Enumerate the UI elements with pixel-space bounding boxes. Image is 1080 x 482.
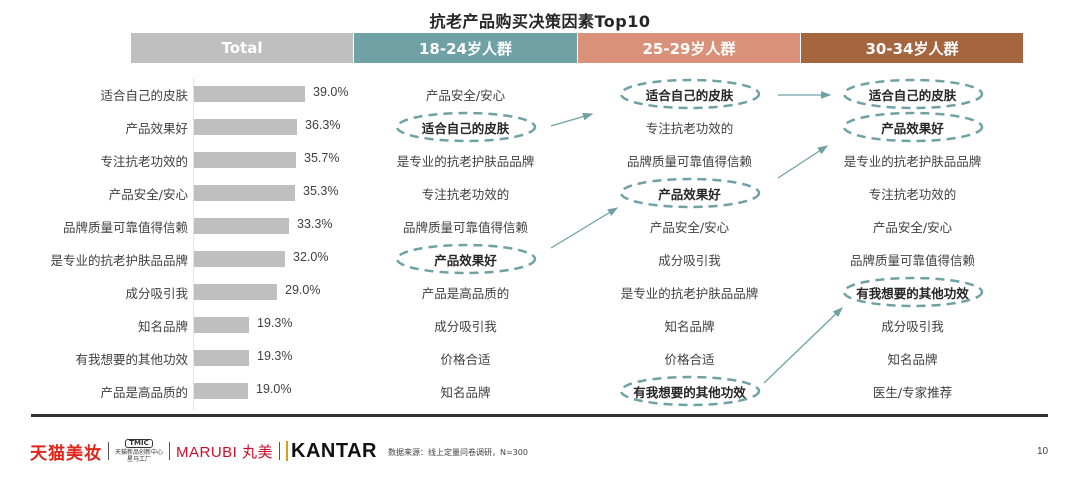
bar-row: 专注抗老功效的 35.7% [0, 144, 380, 177]
bar [194, 119, 297, 135]
bar [194, 218, 289, 234]
bar-row: 产品效果好 36.3% [0, 111, 380, 144]
header-30-34: 30-34岁人群 [801, 33, 1024, 63]
rank-item: 品牌质量可靠值得信赖 [849, 253, 975, 268]
header-18-24: 18-24岁人群 [354, 33, 578, 63]
rank-item: 专注抗老功效的 [868, 187, 957, 202]
bar-axis-line [193, 78, 194, 410]
rank-item: 医生/专家推荐 [872, 385, 953, 400]
highlighted-rank-item: 适合自己的皮肤 [868, 88, 957, 103]
logo-separator [108, 442, 109, 460]
bar-category-label: 适合自己的皮肤 [100, 88, 188, 103]
rank-item: 是专业的抗老护肤品品牌 [843, 154, 982, 169]
highlighted-rank-item: 产品效果好 [434, 253, 497, 268]
bar [194, 350, 249, 366]
bar-row: 产品是高品质的 19.0% [0, 375, 380, 408]
rank-item: 成分吸引我 [881, 319, 944, 334]
rank-item: 成分吸引我 [434, 319, 497, 334]
highlighted-rank-item: 产品效果好 [658, 187, 721, 202]
logo-marubi: MARUBI 丸美 [176, 443, 274, 461]
highlighted-rank-item: 适合自己的皮肤 [421, 121, 510, 136]
bar-row: 知名品牌 19.3% [0, 309, 380, 342]
bar-value-label: 36.3% [305, 118, 341, 132]
column-header-band: Total 18-24岁人群 25-29岁人群 30-34岁人群 [131, 33, 1024, 63]
bar [194, 251, 285, 267]
bar-value-label: 35.3% [303, 184, 339, 198]
bar-value-label: 35.7% [304, 151, 340, 165]
bar-value-label: 29.0% [285, 283, 321, 297]
rank-item: 价格合适 [440, 352, 491, 367]
bar-value-label: 19.3% [257, 349, 293, 363]
rank-item: 产品安全/安心 [649, 220, 730, 235]
rank-item: 产品是高品质的 [421, 286, 510, 301]
bar-value-label: 32.0% [293, 250, 329, 264]
logo-separator [169, 442, 171, 460]
rank-item: 知名品牌 [664, 319, 715, 334]
bar [194, 383, 248, 399]
header-25-29: 25-29岁人群 [578, 33, 801, 63]
bar-category-label: 知名品牌 [137, 319, 188, 334]
bar [194, 185, 295, 201]
bar-category-label: 产品是高品质的 [100, 385, 188, 400]
rank-item: 是专业的抗老护肤品品牌 [620, 286, 759, 301]
bar-row: 适合自己的皮肤 39.0% [0, 78, 380, 111]
bar-row: 成分吸引我 29.0% [0, 276, 380, 309]
logo-kantar: KANTAR [291, 439, 377, 462]
data-source-note: 数据来源：线上定量问卷调研，N=300 [388, 448, 528, 457]
highlighted-rank-item: 适合自己的皮肤 [645, 88, 734, 103]
bar-row: 是专业的抗老护肤品品牌 32.0% [0, 243, 380, 276]
bar-category-label: 产品效果好 [125, 121, 188, 136]
chart-title: 抗老产品购买决策因素Top10 [429, 12, 651, 31]
rank-item: 专注抗老功效的 [645, 121, 734, 136]
bar-value-label: 39.0% [313, 85, 349, 99]
bar [194, 152, 296, 168]
bar-category-label: 品牌质量可靠值得信赖 [62, 220, 188, 235]
tmic-line1: 天猫新品创新中心 [115, 449, 164, 456]
rank-item: 专注抗老功效的 [421, 187, 510, 202]
bar-category-label: 专注抗老功效的 [100, 154, 188, 169]
footer-logos: 天猫美妆 TMIC 天猫新品创新中心 星马工厂 MARUBI 丸美 KANTAR [30, 436, 377, 466]
bar-category-label: 有我想要的其他功效 [75, 352, 188, 367]
logo-tmic: TMIC 天猫新品创新中心 星马工厂 [115, 439, 163, 463]
bar [194, 86, 305, 102]
bar-category-label: 产品安全/安心 [108, 187, 188, 202]
bar-row: 有我想要的其他功效 19.3% [0, 342, 380, 375]
bar-row: 品牌质量可靠值得信赖 33.3% [0, 210, 380, 243]
header-total: Total [131, 33, 354, 63]
highlighted-rank-item: 有我想要的其他功效 [633, 385, 746, 400]
bar-row: 产品安全/安心 35.3% [0, 177, 380, 210]
bar-value-label: 19.3% [257, 316, 293, 330]
rank-item: 知名品牌 [440, 385, 491, 400]
tmic-line2: 星马工厂 [127, 456, 152, 463]
bar-category-label: 是专业的抗老护肤品品牌 [50, 253, 188, 268]
bar [194, 284, 277, 300]
highlighted-rank-item: 有我想要的其他功效 [856, 286, 969, 301]
highlighted-rank-item: 产品效果好 [881, 121, 944, 136]
page-number: 10 [1037, 446, 1049, 457]
rank-item: 是专业的抗老护肤品品牌 [396, 154, 535, 169]
bar [194, 317, 249, 333]
bar-category-label: 成分吸引我 [125, 286, 188, 301]
bar-value-label: 33.3% [297, 217, 333, 231]
logo-tmall-beauty: 天猫美妆 [30, 443, 102, 464]
logo-separator [279, 442, 281, 460]
rank-item: 产品安全/安心 [872, 220, 953, 235]
rank-item: 品牌质量可靠值得信赖 [402, 220, 528, 235]
tmic-cat-icon: TMIC [125, 439, 153, 448]
rank-item: 产品安全/安心 [425, 88, 506, 103]
bar-value-label: 19.0% [256, 382, 292, 396]
rank-item: 知名品牌 [887, 352, 938, 367]
rank-item: 品牌质量可靠值得信赖 [626, 154, 752, 169]
rank-item: 成分吸引我 [658, 253, 721, 268]
rank-item: 价格合适 [664, 352, 715, 367]
footer-divider [31, 414, 1048, 417]
kantar-accent-bar [286, 441, 289, 461]
